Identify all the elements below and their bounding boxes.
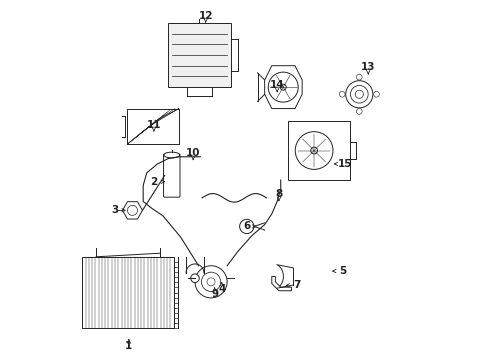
Text: 7: 7 xyxy=(293,280,300,291)
Circle shape xyxy=(240,219,254,234)
Bar xyxy=(82,257,173,328)
Text: 3: 3 xyxy=(111,205,118,215)
Bar xyxy=(168,23,231,87)
Circle shape xyxy=(356,74,362,80)
Text: 13: 13 xyxy=(361,63,375,72)
Circle shape xyxy=(373,91,379,97)
Text: 10: 10 xyxy=(186,148,200,158)
Ellipse shape xyxy=(164,152,180,158)
Circle shape xyxy=(356,109,362,114)
Text: 4: 4 xyxy=(218,284,225,294)
FancyBboxPatch shape xyxy=(164,154,180,197)
Circle shape xyxy=(339,91,345,97)
Polygon shape xyxy=(122,202,143,219)
Circle shape xyxy=(280,84,286,90)
Text: 5: 5 xyxy=(340,266,347,276)
Text: 6: 6 xyxy=(243,221,250,231)
Circle shape xyxy=(311,147,318,154)
Text: 15: 15 xyxy=(338,159,352,169)
Text: 2: 2 xyxy=(150,177,157,187)
Text: 14: 14 xyxy=(270,80,285,90)
Circle shape xyxy=(195,266,227,298)
Bar xyxy=(127,109,179,144)
Text: 12: 12 xyxy=(198,11,213,21)
Circle shape xyxy=(191,274,199,283)
Text: 8: 8 xyxy=(275,189,283,199)
Bar xyxy=(288,121,350,180)
Polygon shape xyxy=(265,66,302,109)
Circle shape xyxy=(346,81,373,108)
Text: 11: 11 xyxy=(147,120,161,130)
Polygon shape xyxy=(272,276,292,291)
Text: 1: 1 xyxy=(125,341,132,351)
Text: 9: 9 xyxy=(211,289,218,299)
